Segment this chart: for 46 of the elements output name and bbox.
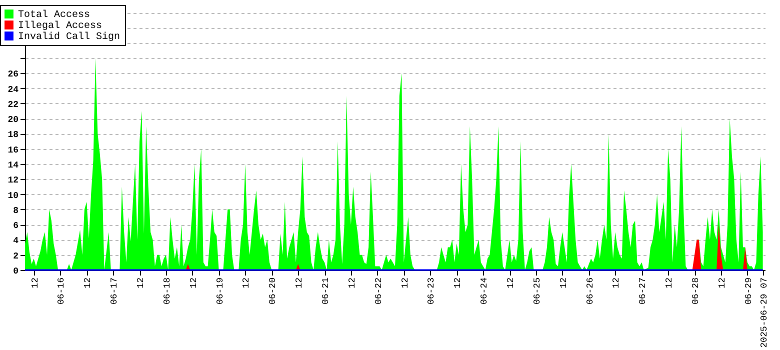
y-tick-label: 2 — [13, 251, 18, 262]
x-tick-label: 06-21 — [321, 278, 332, 305]
x-tick-label: 12 — [717, 278, 728, 288]
y-tick-label: 26 — [8, 70, 18, 80]
y-tick-label: 24 — [8, 84, 20, 95]
x-tick-label: 06-22 — [374, 278, 384, 305]
x-tick-label: 12 — [136, 278, 146, 288]
x-tick-label: 12 — [83, 278, 94, 288]
x-tick-label: 06-26 — [585, 278, 596, 305]
legend-label: Illegal Access — [18, 20, 102, 32]
x-tick-label: 12 — [400, 278, 410, 288]
x-tick-label: 06-25 — [532, 278, 542, 305]
y-tick-label: 10 — [8, 190, 18, 201]
y-tick-label: 20 — [8, 115, 18, 126]
x-tick-label: 12 — [506, 278, 516, 288]
x-tick-label: 06-16 — [56, 278, 67, 305]
x-tick-label: 12 — [453, 278, 464, 288]
x-tick-label: 12 — [188, 278, 199, 288]
y-tick-label: 0 — [13, 266, 18, 276]
y-tick-label: 16 — [8, 145, 18, 156]
y-tick-label: 6 — [13, 221, 18, 232]
y-tick-label: 4 — [13, 236, 20, 246]
x-tick-label: 06-17 — [110, 278, 120, 305]
x-tick-label: 06-28 — [691, 278, 702, 305]
x-tick-label: 12 — [294, 278, 305, 288]
x-tick-label: 12 — [558, 278, 569, 288]
x-tick-label: 06-24 — [480, 278, 490, 305]
y-tick-label: 22 — [8, 100, 18, 110]
y-tick-label: 8 — [13, 206, 18, 216]
x-tick-label: 06-27 — [638, 278, 648, 305]
x-tick-label: 12 — [664, 278, 675, 288]
x-tick-label: 06-29 — [744, 278, 754, 305]
x-tick-label: 2025-06-29 07 — [759, 278, 770, 348]
y-tick-label: 18 — [8, 130, 18, 140]
x-tick-label: 12 — [347, 278, 358, 288]
x-tick-label: 06-19 — [215, 278, 226, 305]
x-tick-label: 12 — [30, 278, 40, 288]
y-tick-label: 12 — [8, 176, 18, 186]
y-tick-label: 14 — [8, 160, 20, 170]
x-tick-label: 06-20 — [268, 278, 278, 305]
x-tick-label: 12 — [242, 278, 252, 288]
legend-label: Invalid Call Sign — [18, 31, 120, 43]
x-tick-label: 06-23 — [426, 278, 437, 305]
x-tick-label: 06-18 — [162, 278, 172, 305]
legend-label: Total Access — [18, 9, 90, 21]
x-tick-label: 12 — [612, 278, 622, 288]
